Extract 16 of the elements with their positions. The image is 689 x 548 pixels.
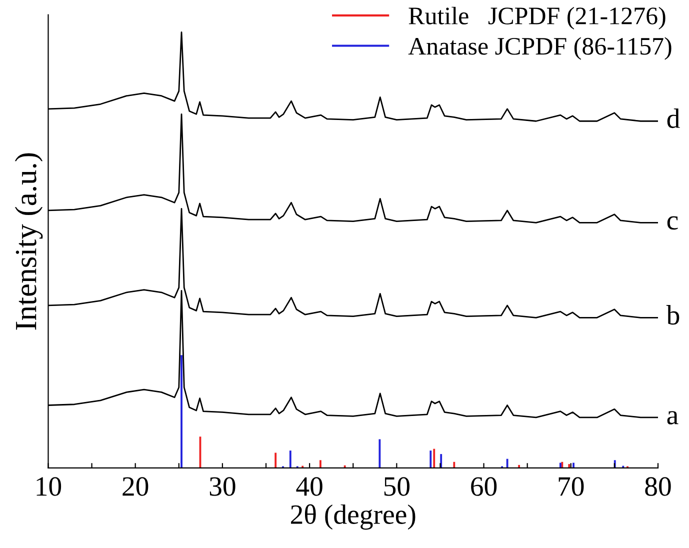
x-tick-label: 40 [296,477,322,496]
x-tick-label: 30 [210,477,236,496]
x-tick-label: 10 [36,477,62,496]
series-label: c [667,216,678,230]
legend-label: Anatase JCPDF (86-1157) [408,37,672,60]
x-tick-label: 50 [384,477,410,496]
series-label: d [667,108,680,128]
x-tick-label: 20 [122,477,148,496]
x-tick-label: 70 [558,477,584,496]
y-axis-title: Intensity (a.u.) [14,153,43,330]
x-tick-label: 80 [645,477,671,496]
legend-label: Rutile JCPDF (21-1276) [408,6,666,30]
series-label: b [666,305,680,325]
x-tick-label: 60 [471,477,497,496]
series-label: a [667,411,678,424]
x-axis-title: 2θ (degree) [291,504,416,530]
